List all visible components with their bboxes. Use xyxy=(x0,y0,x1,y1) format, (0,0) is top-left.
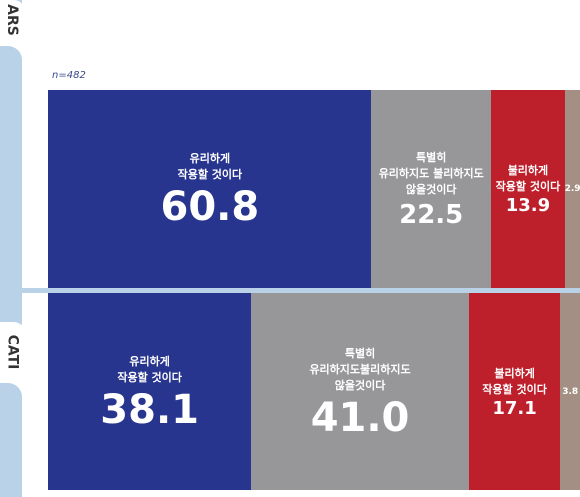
group-tab-ars: ARS xyxy=(0,0,24,40)
segment-label: 불리하게 작용할 것이다 xyxy=(482,366,547,396)
segment-value: 22.5 xyxy=(399,200,464,230)
segment-value: 60.8 xyxy=(160,184,260,230)
bar-row-cati: 유리하게 작용할 것이다 38.1 특별히 유리하지도불리하지도 않을것이다 41.0… xyxy=(48,293,580,490)
side-rail-bottom xyxy=(0,383,22,497)
segment-value: 13.9 xyxy=(505,195,551,216)
bar-segment-ars-unfavorable: 불리하게 작용할 것이다 13.9 xyxy=(490,90,566,288)
sample-size-label: n=482 xyxy=(52,70,86,81)
segment-value: 3.8 xyxy=(562,386,579,397)
bar-segment-ars-favorable: 유리하게 작용할 것이다 60.8 xyxy=(48,90,372,288)
side-rail-middle xyxy=(0,46,22,336)
bar-segment-ars-neutral: 특별히 유리하지도 불리하지도 않을것이다 22.5 xyxy=(371,90,492,288)
group-label-ars: ARS xyxy=(4,4,21,36)
segment-label: 불리하게 작용할 것이다 xyxy=(495,164,561,193)
group-tab-cati: CATI xyxy=(0,322,24,382)
segment-value: 17.1 xyxy=(492,397,537,419)
segment-label: 특별히 유리하지도불리하지도 않을것이다 xyxy=(309,346,411,392)
segment-label: 유리하게 작용할 것이다 xyxy=(177,152,243,181)
segment-value: 41.0 xyxy=(310,394,410,441)
bar-segment-ars-other: 2.9 xyxy=(564,90,580,288)
group-divider xyxy=(0,288,580,293)
segment-value: 2.9 xyxy=(564,184,580,194)
segment-label: 유리하게 작용할 것이다 xyxy=(117,354,182,384)
segment-label: 특별히 유리하지도 불리하지도 않을것이다 xyxy=(378,151,484,196)
bar-segment-cati-other: 3.8 xyxy=(559,293,580,490)
bar-row-ars: 유리하게 작용할 것이다 60.8 특별히 유리하지도 불리하지도 않을것이다 22.… xyxy=(48,90,580,288)
bar-segment-cati-unfavorable: 불리하게 작용할 것이다 17.1 xyxy=(468,293,561,490)
bar-segment-cati-neutral: 특별히 유리하지도불리하지도 않을것이다 41.0 xyxy=(250,293,470,490)
group-label-cati: CATI xyxy=(4,334,20,370)
segment-value: 38.1 xyxy=(100,386,199,433)
bar-segment-cati-favorable: 유리하게 작용할 것이다 38.1 xyxy=(48,293,252,490)
